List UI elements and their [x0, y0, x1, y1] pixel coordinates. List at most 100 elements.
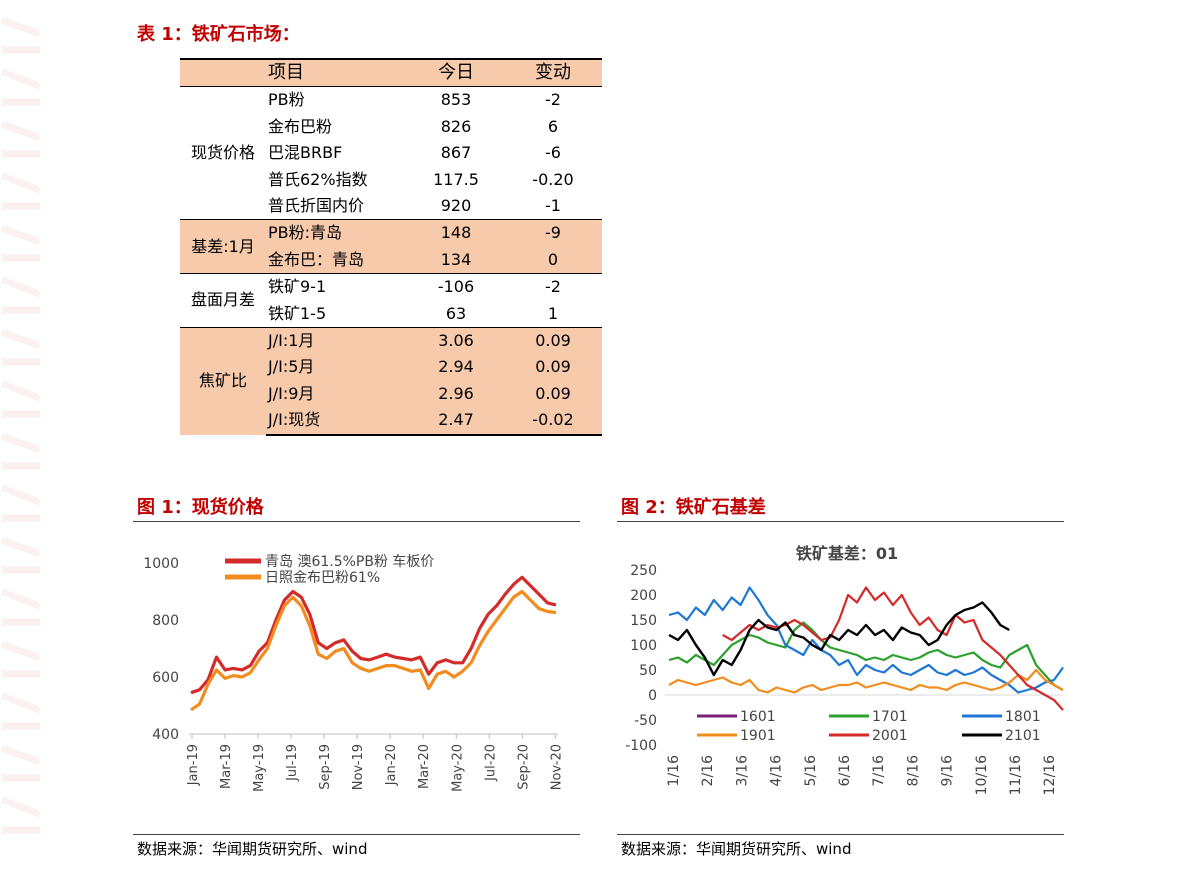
y-tick-label: 200 [630, 588, 657, 604]
watermark-stroke [0, 692, 42, 730]
series-line-2101 [668, 601, 1010, 677]
y-tick-label: 400 [152, 727, 179, 743]
header-today: 今日 [408, 58, 504, 88]
today-cell: 2.47 [408, 407, 504, 436]
x-tick-label: 9/16 [940, 755, 956, 787]
figure-1-title: 图 1：现货价格 [137, 497, 264, 518]
today-cell: 3.06 [408, 327, 504, 355]
legend-label: 1601 [740, 709, 776, 725]
x-tick-label: 4/16 [769, 755, 785, 787]
change-cell: -0.20 [532, 169, 574, 189]
watermark-stroke [0, 224, 42, 262]
table-row: J/I:5月 2.94 0.09 [180, 354, 602, 381]
x-tick-label: 6/16 [837, 755, 853, 787]
header-cell-blank [180, 58, 266, 88]
figure-1-bottom-rule [133, 834, 580, 835]
legend-label: 1701 [872, 709, 908, 725]
change-cell: 1 [547, 303, 559, 323]
series-line-2001 [722, 586, 1064, 711]
header-item: 项目 [266, 58, 408, 88]
x-tick-label: Sep-19 [318, 744, 333, 790]
chart-2-title: 铁矿基差：01 [796, 544, 898, 563]
table-row: 焦矿比 J/I:1月 3.06 0.09 [180, 327, 602, 435]
item-cell: 铁矿9-1 [266, 273, 408, 301]
item-cell: J/I:5月 [266, 354, 408, 381]
x-tick-label: 8/16 [905, 755, 921, 787]
today-cell: 867 [440, 143, 472, 163]
y-tick-label: 250 [630, 563, 657, 579]
figure-2-bottom-rule [617, 834, 1064, 835]
change-cell: 0.09 [504, 327, 602, 355]
today-cell: 134 [408, 246, 504, 274]
table-row: 基差:1月 PB粉:青岛 148 -9 [180, 219, 602, 274]
y-tick-label: 100 [630, 638, 657, 654]
legend-label: 2101 [1005, 728, 1041, 744]
figure-2-title: 图 2：铁矿石基差 [621, 497, 766, 518]
x-tick-label: 11/16 [1008, 755, 1024, 795]
figure-2-top-rule [617, 521, 1064, 522]
y-tick-label: -100 [625, 738, 657, 754]
y-tick-label: 150 [630, 613, 657, 629]
item-cell: 铁矿1-5 [268, 303, 327, 323]
legend-label: 1801 [1005, 709, 1041, 725]
x-tick-label: May-20 [450, 744, 465, 792]
watermark-stroke [0, 276, 42, 314]
x-tick-label: 10/16 [974, 755, 990, 795]
today-cell: 826 [440, 116, 472, 136]
change-cell: -2 [545, 90, 561, 110]
iron-ore-market-table: 项目 今日 变动 现货价格 PB粉 853 -2 金布巴粉 826 6 巴混BRBF 867 -6… [180, 58, 602, 436]
series-line-1901 [668, 668, 1064, 694]
x-tick-label: Nov-19 [351, 744, 366, 790]
x-tick-label: Mar-20 [417, 744, 432, 789]
x-tick-label: 2/16 [700, 755, 716, 787]
table-row: J/I:9月 2.96 0.09 [180, 380, 602, 408]
item-cell: 金布巴：青岛 [266, 246, 408, 274]
figure-1-source: 数据来源：华闻期货研究所、wind [137, 840, 368, 858]
today-cell: 2.96 [408, 380, 504, 408]
item-cell: 金布巴粉 [268, 116, 333, 136]
legend-label: 1901 [740, 728, 776, 744]
table-row: 巴混BRBF 867 -6 [180, 140, 602, 166]
change-cell: 0.09 [504, 380, 602, 408]
change-cell: -0.02 [504, 407, 602, 436]
y-tick-label: 600 [152, 670, 179, 686]
table-row: 现货价格 PB粉 853 -2 [180, 87, 602, 162]
legend-label: 2001 [872, 728, 908, 744]
watermark-stroke [0, 536, 42, 574]
change-cell: -1 [545, 196, 561, 216]
legend-label: 日照金布巴粉61% [265, 570, 380, 586]
table-row: 普氏62%指数 117.5 -0.20 [180, 167, 602, 193]
today-cell: 117.5 [433, 169, 479, 189]
category-cell: 基差:1月 [180, 219, 266, 274]
x-tick-label: 3/16 [734, 755, 750, 787]
x-tick-label: Sep-20 [516, 744, 531, 790]
table-row: 金布巴：青岛 134 0 [180, 246, 602, 274]
figure-1-top-rule [133, 521, 580, 522]
watermark-stroke [0, 328, 42, 366]
spot-price-chart: 400 600 800 1000 Jan-19 Mar-19 May-19 Jul-19 Sep… [143, 553, 564, 792]
item-cell: J/I:9月 [266, 380, 408, 408]
y-tick-label: 50 [639, 663, 657, 679]
change-cell: -2 [504, 273, 602, 301]
watermark-stroke [0, 432, 42, 470]
item-cell: PB粉 [268, 90, 305, 110]
table-row: J/I:现货 2.47 -0.02 [180, 407, 602, 436]
watermark-stroke [0, 640, 42, 678]
item-cell: 普氏折国内价 [268, 196, 365, 216]
x-tick-label: 7/16 [871, 755, 887, 787]
today-cell: 148 [408, 219, 504, 247]
x-tick-label: May-19 [252, 744, 267, 792]
watermark-stroke [0, 484, 42, 522]
watermark-stroke [0, 68, 42, 106]
today-cell: 63 [445, 303, 467, 323]
series-line-1801 [668, 586, 1064, 694]
today-cell: -106 [408, 273, 504, 301]
x-tick-label: Mar-19 [219, 744, 234, 789]
x-tick-label: 1/16 [666, 755, 682, 787]
change-cell: 0.09 [504, 354, 602, 381]
y-tick-label: 800 [152, 613, 179, 629]
y-tick-label: 0 [648, 688, 657, 704]
change-cell: 6 [547, 116, 559, 136]
table-row: 盘面月差 铁矿9-1 -106 -2 [180, 273, 602, 328]
category-cell: 焦矿比 [180, 327, 266, 435]
